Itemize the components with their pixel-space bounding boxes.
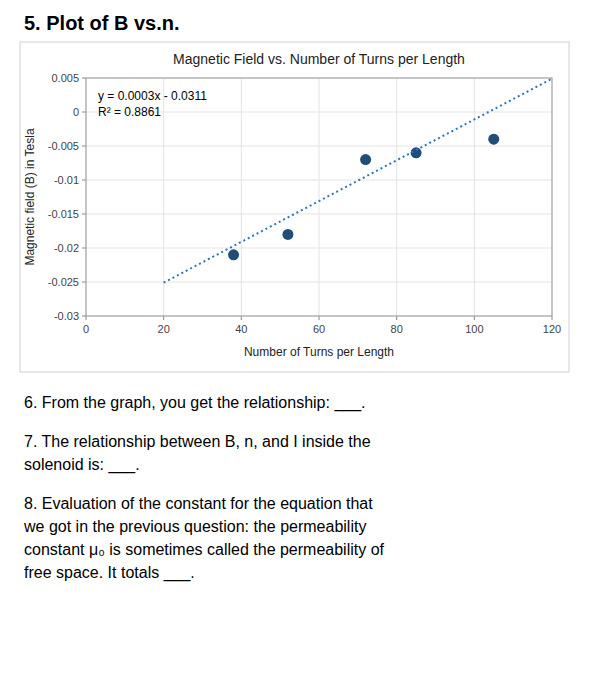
y-grid-line [86, 248, 552, 249]
y-axis-label: Magnetic field (B) in Tesla [23, 128, 37, 266]
y-tick-label: -0.015 [48, 208, 79, 220]
body-text: 8. Evaluation of the constant for the eq… [24, 495, 373, 512]
plot-frame [86, 78, 552, 316]
data-point [488, 134, 499, 145]
y-tick [82, 316, 86, 317]
x-tick-label: 40 [235, 323, 247, 335]
trendline [164, 79, 552, 283]
x-grid-line [163, 78, 164, 316]
page-title: 5. Plot of B vs.n. [24, 12, 180, 34]
marks [164, 79, 552, 283]
annotation: R² = 0.8861 [98, 105, 161, 119]
data-point [360, 154, 371, 165]
body-text: we got in the previous question: the per… [23, 518, 366, 535]
x-tick-label: 20 [158, 323, 170, 335]
y-tick-label: 0 [73, 106, 79, 118]
y-tick-label: -0.03 [54, 310, 79, 322]
chart-title: Magnetic Field vs. Number of Turns per L… [173, 51, 465, 67]
x-tick [319, 316, 320, 320]
x-tick-label: 0 [83, 323, 89, 335]
x-tick-label: 120 [543, 323, 561, 335]
x-tick [241, 316, 242, 320]
x-grid-line [396, 78, 397, 316]
y-tick [82, 78, 86, 79]
x-tick [86, 316, 87, 320]
x-tick [552, 316, 553, 320]
y-tick-label: -0.025 [48, 276, 79, 288]
x-tick-label: 60 [313, 323, 325, 335]
y-tick-label: -0.01 [54, 174, 79, 186]
x-tick [396, 316, 397, 320]
body-text: 7. The relationship between B, n, and I … [24, 433, 371, 450]
body-text: free space. It totals ___. [24, 564, 195, 582]
x-axis-label: Number of Turns per Length [244, 345, 394, 359]
y-grid-line [86, 282, 552, 283]
y-tick [82, 146, 86, 147]
y-tick-label: -0.02 [54, 242, 79, 254]
y-grid-line [86, 214, 552, 215]
x-grid-line [319, 78, 320, 316]
y-tick [82, 214, 86, 215]
y-tick [82, 282, 86, 283]
x-tick [474, 316, 475, 320]
y-grid-line [86, 146, 552, 147]
y-tick [82, 180, 86, 181]
page: 5. Plot of B vs.n. Magnetic Field vs. Num… [0, 0, 589, 700]
x-grid-line [474, 78, 475, 316]
x-tick-label: 100 [465, 323, 483, 335]
annotation: y = 0.0003x - 0.0311 [98, 89, 207, 103]
data-point [228, 249, 239, 260]
data-point [282, 229, 293, 240]
body-text: solenoid is: ___. [24, 456, 140, 474]
body-text: constant μ₀ is sometimes called the perm… [24, 541, 385, 558]
y-tick [82, 248, 86, 249]
y-tick-label: 0.005 [51, 72, 79, 84]
y-grid-line [86, 180, 552, 181]
grid [86, 78, 552, 316]
x-tick [163, 316, 164, 320]
y-tick [82, 112, 86, 113]
y-tick-label: -0.005 [48, 140, 79, 152]
chart-box [20, 42, 569, 372]
x-tick-label: 80 [391, 323, 403, 335]
body-text: 6. From the graph, you get the relations… [24, 394, 366, 412]
x-grid-line [241, 78, 242, 316]
